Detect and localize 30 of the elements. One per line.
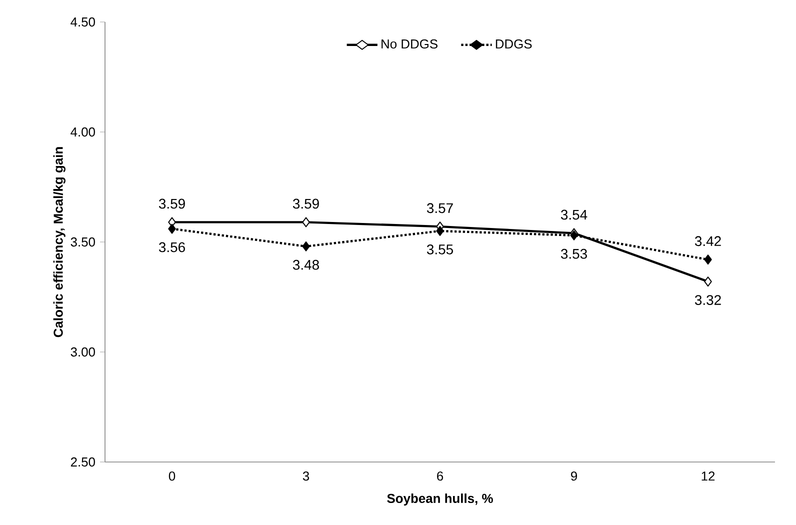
data-label: 3.32 <box>694 295 721 305</box>
point <box>704 254 712 265</box>
point <box>302 241 310 252</box>
x-axis-title: Soybean hulls, % <box>387 493 493 506</box>
point <box>302 217 310 228</box>
data-label: 3.53 <box>560 248 587 259</box>
x-tick-label: 6 <box>437 472 444 481</box>
data-label: 3.56 <box>158 242 185 252</box>
point <box>436 226 444 236</box>
data-label: 3.59 <box>158 198 185 209</box>
x-tick-label: 9 <box>571 472 577 481</box>
y-tick-label: 4.00 <box>70 127 95 137</box>
x-tick-label: 12 <box>702 472 715 481</box>
data-label: 3.57 <box>426 203 453 214</box>
y-tick-label: 2.50 <box>70 457 95 467</box>
x-tick-label: 0 <box>168 472 176 481</box>
data-label: 3.48 <box>292 260 319 270</box>
y-axis-title: Caloric efficiency, Mcal/kg gain <box>53 147 66 338</box>
legend-label: DDGS <box>496 39 532 49</box>
y-tick-label: 4.50 <box>70 17 95 27</box>
data-label: 3.42 <box>694 236 721 246</box>
data-label: 3.54 <box>560 210 588 220</box>
legend-label: No DDGS <box>382 39 438 49</box>
data-label: 3.55 <box>426 244 453 254</box>
point <box>704 276 712 287</box>
data-label: 3.59 <box>292 198 319 209</box>
x-tick-label: 3 <box>302 472 310 481</box>
point <box>168 224 176 234</box>
y-tick-label: 3.50 <box>70 237 95 247</box>
y-tick-label: 3.00 <box>70 347 95 357</box>
